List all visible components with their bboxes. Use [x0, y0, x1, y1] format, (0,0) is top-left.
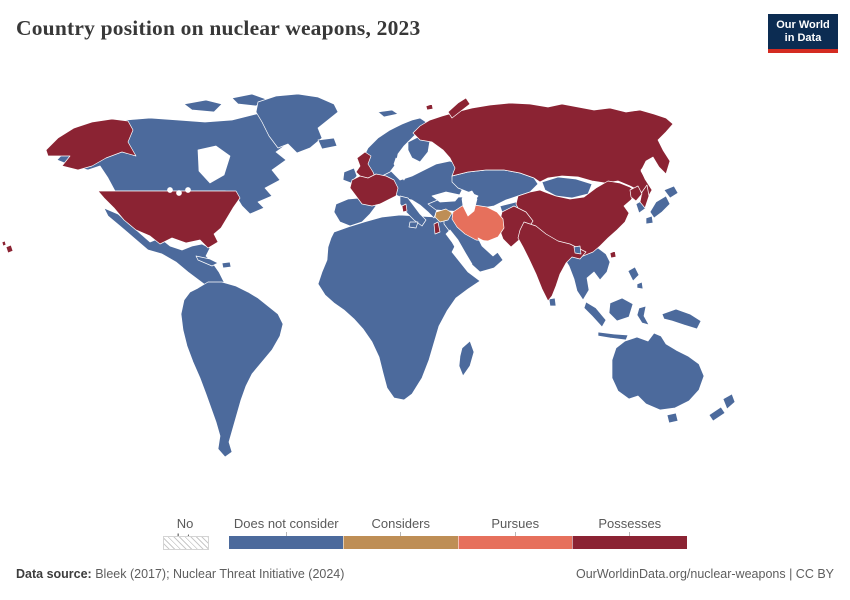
country-madagascar[interactable]	[458, 340, 475, 377]
svalbard[interactable]	[377, 109, 399, 118]
country-sri-lanka[interactable]	[548, 297, 557, 307]
country-france[interactable]	[349, 173, 399, 207]
great-lakes	[185, 187, 191, 193]
country-israel[interactable]	[433, 221, 441, 235]
country-new-zealand[interactable]	[722, 393, 736, 410]
canada-arctic-island[interactable]	[183, 99, 223, 113]
map-legend: No data Does not consider Considers Purs…	[163, 514, 693, 550]
legend-swatch-does-not-consider[interactable]	[229, 536, 343, 549]
legend-swatch-possesses[interactable]	[572, 536, 687, 549]
data-source-label: Data source:	[16, 567, 92, 581]
legend-tick	[629, 532, 630, 537]
country-usa-alaska[interactable]	[45, 118, 137, 171]
sumatra[interactable]	[583, 301, 607, 328]
country-hispaniola[interactable]	[221, 261, 232, 269]
corsica[interactable]	[401, 203, 408, 213]
great-lakes	[176, 190, 182, 196]
country-cuba[interactable]	[195, 255, 219, 267]
country-new-zealand[interactable]	[708, 406, 726, 422]
persian-gulf	[477, 237, 499, 257]
data-source: Data source: Bleek (2017); Nuclear Threa…	[16, 567, 344, 581]
country-australia[interactable]	[611, 332, 705, 411]
legend-tick	[400, 532, 401, 537]
sea-baltic	[393, 157, 409, 181]
legend-category-labels: Does not consider Considers Pursues Poss…	[229, 516, 687, 531]
sea-black	[431, 191, 461, 203]
country-iran[interactable]	[451, 204, 505, 242]
legend-swatch-considers[interactable]	[342, 536, 458, 549]
legend-tick	[515, 532, 516, 537]
new-guinea[interactable]	[661, 308, 702, 330]
country-syria[interactable]	[434, 208, 453, 223]
country-japan[interactable]	[649, 195, 671, 219]
country-north-korea[interactable]	[629, 185, 643, 202]
legend-label-possesses[interactable]: Possesses	[598, 516, 662, 531]
borneo[interactable]	[608, 297, 634, 322]
country-philippines[interactable]	[627, 266, 640, 282]
sulawesi[interactable]	[636, 305, 650, 326]
page-title: Country position on nuclear weapons, 202…	[16, 16, 421, 40]
franz-josef-land[interactable]	[425, 103, 434, 111]
sea-okhotsk	[640, 163, 657, 189]
owid-link[interactable]: OurWorldinData.org/nuclear-weapons | CC …	[576, 567, 834, 581]
legend-label-does-not-consider[interactable]: Does not consider	[233, 516, 339, 531]
legend-swatch-pursues[interactable]	[457, 536, 573, 549]
owid-logo-line1: Our World	[776, 19, 830, 31]
country-philippines[interactable]	[636, 281, 644, 290]
sea-hudson-bay	[197, 145, 231, 184]
sicily[interactable]	[408, 221, 419, 229]
great-lakes	[167, 187, 173, 193]
novaya-zemlya[interactable]	[447, 97, 471, 119]
country-japan[interactable]	[663, 185, 679, 199]
legend-label-considers[interactable]: Considers	[371, 516, 431, 531]
country-usa[interactable]	[97, 190, 241, 249]
legend-no-data-swatch[interactable]	[163, 536, 209, 550]
owid-logo[interactable]: Our World in Data	[768, 14, 838, 53]
country-bangladesh[interactable]	[573, 245, 582, 255]
java[interactable]	[597, 331, 629, 341]
owid-logo-line2: in Data	[784, 32, 822, 44]
legend-tick	[286, 532, 287, 537]
country-usa-hawaii[interactable]	[5, 244, 14, 254]
legend-color-bar[interactable]	[229, 536, 687, 549]
tasmania[interactable]	[666, 412, 679, 424]
sea-red	[445, 229, 473, 269]
country-japan[interactable]	[645, 215, 654, 225]
sakhalin[interactable]	[639, 184, 650, 209]
region-south-america[interactable]	[180, 281, 284, 458]
taiwan[interactable]	[609, 250, 617, 259]
legend-label-pursues[interactable]: Pursues	[491, 516, 540, 531]
sea-caspian	[461, 190, 478, 217]
country-russia[interactable]	[412, 102, 674, 198]
data-source-text: Bleek (2017); Nuclear Threat Initiative …	[91, 567, 345, 581]
country-iceland[interactable]	[317, 137, 338, 150]
country-india[interactable]	[517, 221, 587, 302]
country-usa-hawaii[interactable]	[1, 240, 7, 247]
country-greenland[interactable]	[255, 93, 339, 154]
